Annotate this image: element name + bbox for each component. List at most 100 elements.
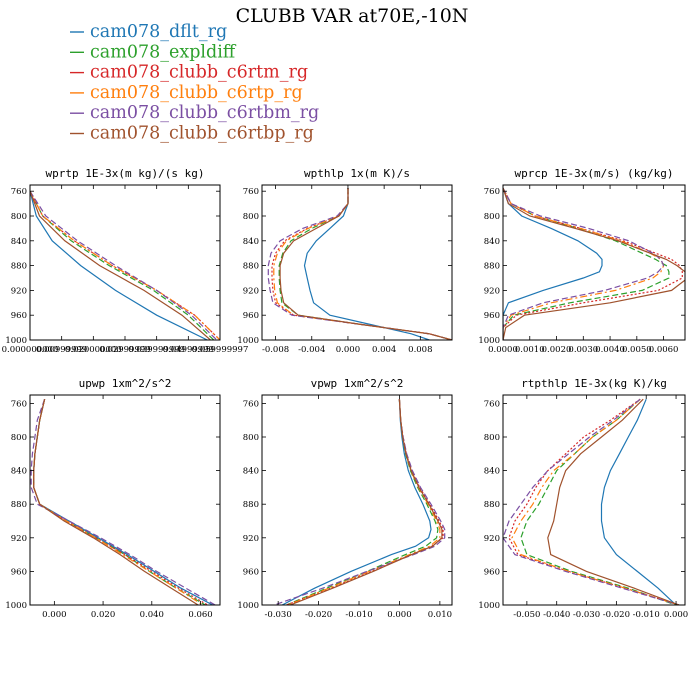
x-tick-label: -0.010 [633,610,660,620]
series-line-cam078-dflt-rg [33,399,213,605]
series-line-cam078-clubb-c6rtm-rg [503,187,683,340]
series-line-cam078-clubb-c6rtm-rg [508,398,680,605]
plot-frame [502,394,686,606]
series-line-cam078-expldiff [30,190,215,340]
panel-title: wpthlp 1x(m K)/s [304,167,410,180]
y-tick-label: 1000 [5,601,27,611]
x-tick-label: 0.000 [42,610,66,620]
x-tick-label: 0.020 [91,610,115,620]
legend-label-cam078-clubb-c6rtbp-rg: cam078_clubb_c6rtbp_rg [90,124,314,144]
x-tick-label: -0.004 [298,345,325,355]
series-line-cam078-clubb-c6rtm-rg [33,399,209,605]
series-line-cam078-clubb-c6rtbm-rg [273,399,446,605]
legend-label-cam078-expldiff: cam078_expldiff [90,42,237,62]
x-tick-label: 0.0060 [649,345,679,355]
x-tick-label: 0.02999999 [99,345,150,355]
series-line-cam078-clubb-c6rtbm-rg [503,187,665,340]
series-line-cam078-clubb-c6rtm-rg [30,190,220,340]
y-tick-label: 840 [243,467,259,477]
y-tick-label: 840 [243,237,259,247]
panel-3: wprcp 1E-3x(m/s) (kg/kg) 760 800 840 880 920 9… [478,167,686,355]
plot-frame [261,394,453,606]
panel-title: wprcp 1E-3x(m/s) (kg/kg) [515,167,674,180]
series-line-cam078-clubb-c6rtp-rg [288,399,441,605]
y-tick-label: 880 [11,500,27,510]
series-line-cam078-clubb-c6rtm-rg [271,188,452,340]
series-line-cam078-clubb-c6rtbp-rg [33,399,199,605]
series-line-cam078-clubb-c6rtbm-rg [30,399,216,605]
x-tick-label: 0.000 [664,610,688,620]
figure-title: CLUBB VAR at70E,-10N [236,5,469,27]
x-tick-label: 0.0020 [542,345,572,355]
legend-label-cam078-clubb-c6rtbm-rg: cam078_clubb_c6rtbm_rg [90,103,319,123]
panel-6: rtpthlp 1E-3x(kg K)/kg 760 800 840 880 920 960… [478,377,688,620]
panel-5: vpwp 1xm^2/s^2 760 800 840 880 920 960 1000 -0.0… [237,377,453,620]
x-tick-label: 0.0050 [622,345,652,355]
y-tick-label: 960 [11,311,27,321]
plot-frame [29,394,221,606]
panel-2: wpthlp 1x(m K)/s7608008408809209601000-0… [237,167,453,355]
plot-frame [29,184,221,341]
x-tick-label: -0.010 [345,610,372,620]
series-line-cam078-clubb-c6rtbp-rg [503,187,685,340]
series-line-cam078-expldiff [503,187,670,340]
y-tick-label: 920 [11,286,27,296]
x-tick-label: -0.008 [262,345,289,355]
series-group [273,399,446,605]
series-line-cam078-expldiff [278,188,452,340]
series-line-cam078-expldiff [33,399,206,605]
panels: wprtp 1E-3x(m kg)/(s kg) 760 800 840 880 920 9… [2,167,689,620]
y-tick-label: 920 [11,534,27,544]
legend-label-cam078-dflt-rg: cam078_dflt_rg [90,22,227,42]
y-tick-label: 760 [484,187,500,197]
series-group [503,187,685,340]
x-tick-label: -0.040 [543,610,570,620]
series-line-cam078-clubb-c6rtp-rg [273,188,452,340]
y-tick-label: 880 [243,500,259,510]
series-line-cam078-clubb-c6rtp-rg [511,398,680,605]
y-tick-label: 800 [243,212,259,222]
y-tick-label: 880 [11,262,27,272]
x-tick-label: 0.020000000 [65,345,122,355]
x-tick-label: 0.000 [387,610,411,620]
y-tick-label: 1000 [237,601,259,611]
y-tick-label: 880 [243,262,259,272]
series-group [503,398,680,605]
x-tick-label: 0.000 [336,345,360,355]
series-line-cam078-clubb-c6rtm-rg [286,399,444,605]
x-tick-label: 0.0010 [515,345,545,355]
plot-frame [502,184,686,341]
series-line-cam078-expldiff [286,399,439,605]
y-tick-label: 960 [243,311,259,321]
y-tick-label: 1000 [478,336,500,346]
y-tick-label: 1000 [5,336,27,346]
plot-frame [261,184,453,341]
y-tick-label: 760 [11,399,27,409]
y-tick-label: 920 [484,286,500,296]
x-tick-label: 0.0040 [595,345,625,355]
x-tick-label: -0.030 [573,610,600,620]
series-line-cam078-dflt-rg [281,399,432,605]
y-tick-label: 760 [243,187,259,197]
x-tick-label: 0.004 [372,345,396,355]
y-tick-label: 800 [243,433,259,443]
y-tick-label: 760 [484,399,500,409]
y-tick-label: 800 [484,433,500,443]
x-tick-label: 0.0030 [568,345,598,355]
y-tick-label: 880 [484,262,500,272]
series-line-cam078-expldiff [520,398,677,605]
y-tick-label: 1000 [237,336,259,346]
x-tick-label: 0.040 [140,610,164,620]
series-line-cam078-clubb-c6rtbp-rg [547,398,680,605]
series-group [30,399,216,605]
x-tick-label: 0.059999997 [192,345,249,355]
series-group [267,188,452,340]
panel-title: upwp 1xm^2/s^2 [79,377,172,390]
series-line-cam078-clubb-c6rtbm-rg [267,188,452,340]
y-tick-label: 840 [11,467,27,477]
y-tick-label: 800 [484,212,500,222]
y-tick-label: 960 [243,567,259,577]
panel-title: vpwp 1xm^2/s^2 [311,377,404,390]
x-tick-label: 0.04999999 [163,345,214,355]
